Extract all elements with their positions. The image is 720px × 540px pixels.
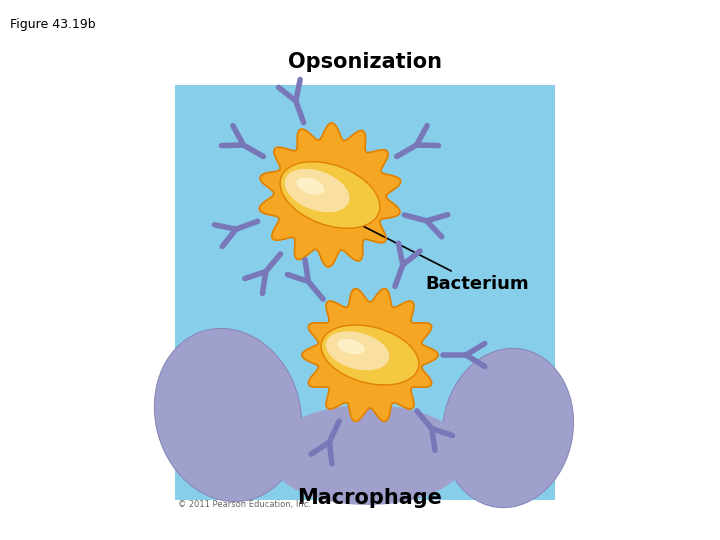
Polygon shape: [259, 123, 400, 267]
Ellipse shape: [338, 339, 364, 354]
Text: Bacterium: Bacterium: [357, 223, 528, 293]
Ellipse shape: [154, 328, 302, 502]
Ellipse shape: [321, 325, 419, 385]
Ellipse shape: [297, 177, 324, 194]
Text: Figure 43.19b: Figure 43.19b: [10, 18, 96, 31]
Ellipse shape: [268, 405, 468, 505]
Ellipse shape: [284, 169, 349, 212]
Polygon shape: [302, 288, 438, 421]
Ellipse shape: [443, 348, 574, 508]
Text: Opsonization: Opsonization: [288, 52, 442, 72]
Ellipse shape: [280, 161, 380, 228]
Bar: [175, 85, 555, 500]
Ellipse shape: [325, 332, 390, 370]
Text: Macrophage: Macrophage: [297, 488, 442, 508]
Text: © 2011 Pearson Education, Inc.: © 2011 Pearson Education, Inc.: [178, 500, 311, 509]
